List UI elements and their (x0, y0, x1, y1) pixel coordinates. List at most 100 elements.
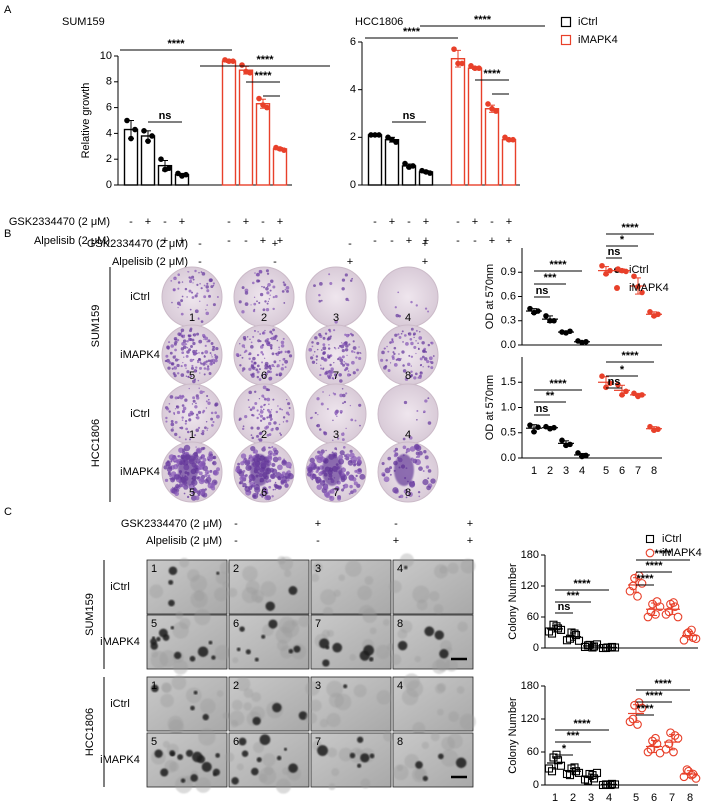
colony-speck (180, 364, 183, 368)
colony-speck (214, 358, 218, 363)
colony-speck (269, 376, 273, 380)
colony-speck (177, 396, 180, 400)
background-texture (298, 615, 310, 628)
colony-speck (266, 433, 270, 437)
background-texture (164, 760, 178, 773)
colony-speck (334, 410, 339, 415)
significance-label: **** (636, 573, 654, 585)
colony-speck (268, 479, 272, 483)
background-texture (432, 659, 447, 674)
treatment-sign: + (179, 235, 185, 247)
treatment-sign: - (473, 235, 477, 247)
background-texture (322, 606, 334, 618)
colony (322, 659, 330, 667)
colony-speck (251, 406, 256, 410)
significance-label: **** (474, 14, 492, 26)
data-point (556, 625, 566, 634)
colony-speck (209, 352, 212, 354)
colony-speck (177, 455, 180, 458)
colony-speck (198, 467, 202, 471)
colony-speck (410, 327, 414, 331)
colony-speck (387, 350, 390, 353)
colony (288, 648, 294, 654)
background-texture (320, 589, 337, 606)
background-texture (224, 752, 235, 763)
colony (251, 767, 259, 776)
colony-speck (212, 345, 216, 349)
colony-speck (253, 296, 256, 299)
data-point (670, 602, 680, 612)
colony-speck (386, 345, 388, 348)
colony-speck (186, 340, 189, 343)
colony-speck (252, 356, 256, 361)
colony-speck (205, 363, 208, 365)
colony-speck (402, 341, 404, 343)
x-tick-label: 6 (619, 465, 625, 477)
colony-speck (265, 308, 270, 312)
data-point (455, 60, 461, 67)
colony-speck (341, 349, 345, 353)
colony-speck (177, 332, 181, 336)
data-point (158, 156, 164, 162)
background-texture (334, 693, 352, 711)
colony-speck (263, 357, 266, 360)
bar (255, 103, 271, 186)
data-point (673, 733, 683, 743)
colony (168, 599, 175, 607)
colony-speck (186, 495, 190, 499)
colony-speck (279, 473, 284, 478)
colony-speck (265, 490, 268, 493)
colony-speck (328, 394, 331, 396)
colony-speck (259, 419, 263, 422)
treatment-sign: + (272, 238, 278, 250)
colony-speck (173, 366, 178, 370)
colony-speck (322, 343, 326, 347)
colony-speck (417, 490, 421, 494)
colony-speck (407, 332, 412, 336)
colony-speck (263, 404, 266, 407)
colony-speck (259, 414, 264, 418)
colony-speck (199, 462, 205, 468)
colony-speck (266, 338, 270, 341)
treatment-sign: + (179, 216, 185, 228)
colony-speck (412, 458, 418, 464)
colony-speck (193, 351, 198, 356)
colony-speck (282, 416, 286, 419)
significance-label: *** (567, 590, 581, 602)
y-axis-label: OD at 570nm (484, 375, 496, 440)
chart-title: HCC1806 (355, 16, 403, 28)
colony (158, 628, 168, 638)
colony-speck (207, 359, 211, 363)
data-point (247, 69, 253, 76)
colony-speck (254, 272, 256, 274)
colony-speck (335, 376, 338, 378)
colony-speck (414, 372, 418, 376)
background-texture (242, 565, 258, 582)
colony-speck (278, 372, 283, 377)
colony-blob (178, 454, 198, 486)
data-point (547, 629, 557, 638)
data-point (128, 135, 134, 142)
colony-speck (194, 405, 198, 409)
colony-speck (270, 346, 273, 350)
colony-speck (323, 358, 327, 362)
colony-speck (185, 343, 188, 345)
colony-speck (349, 404, 352, 407)
significance-label: **** (403, 26, 421, 38)
data-point (551, 424, 557, 431)
background-texture (185, 687, 202, 704)
colony (319, 638, 330, 649)
colony-speck (174, 348, 177, 352)
colony-speck (279, 407, 282, 411)
significance-label: **** (621, 350, 639, 362)
background-texture (447, 562, 459, 574)
colony-speck (176, 338, 180, 342)
data-point (427, 170, 433, 176)
colony (193, 690, 198, 695)
colony-speck (288, 406, 291, 410)
colony-speck (215, 346, 219, 351)
background-texture (338, 747, 353, 762)
colony-speck (331, 451, 334, 454)
colony-speck (249, 408, 253, 412)
colony-speck (355, 474, 358, 478)
